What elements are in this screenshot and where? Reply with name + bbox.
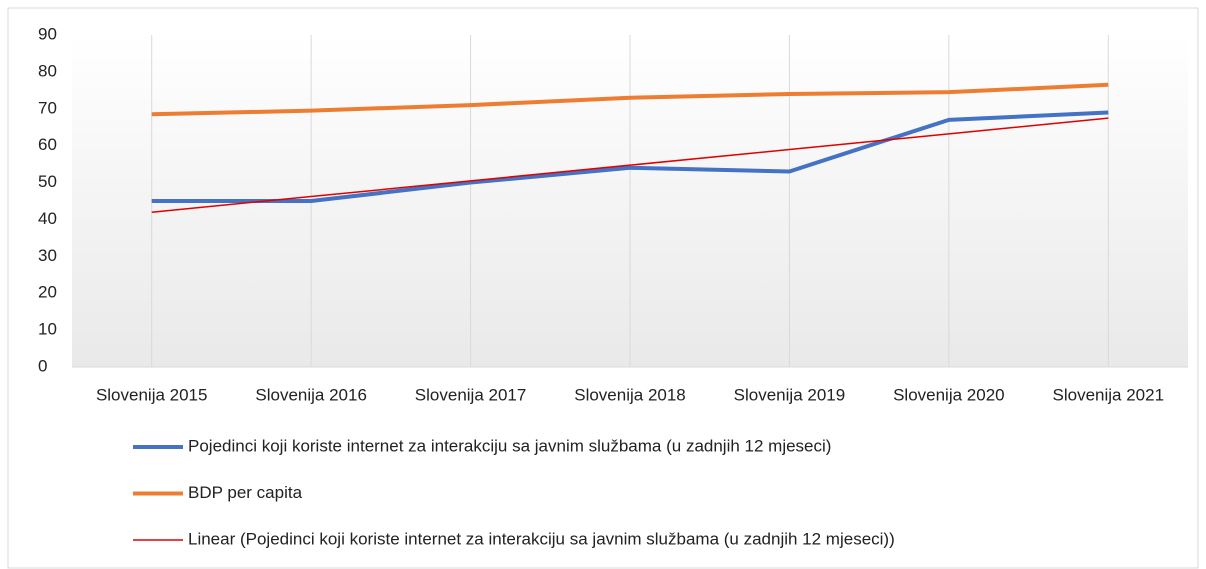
- y-tick-label: 20: [38, 283, 57, 302]
- y-tick-label: 0: [38, 356, 47, 375]
- x-tick-label: Slovenija 2016: [255, 385, 367, 404]
- legend-label: BDP per capita: [188, 483, 303, 502]
- y-tick-label: 90: [38, 24, 57, 43]
- legend-label: Pojedinci koji koriste internet za inter…: [188, 436, 831, 455]
- series-line: [151, 82, 1109, 117]
- x-tick-label: Slovenija 2020: [893, 385, 1005, 404]
- y-tick-label: 10: [38, 320, 57, 339]
- series-line: [151, 117, 1109, 213]
- chart-frame: [7, 7, 1199, 569]
- x-tick-label: Slovenija 2015: [96, 385, 208, 404]
- x-tick-label: Slovenija 2019: [734, 385, 846, 404]
- series-line: [151, 110, 1109, 203]
- y-tick-label: 30: [38, 246, 57, 265]
- y-tick-label: 80: [38, 61, 57, 80]
- y-tick-label: 50: [38, 172, 57, 191]
- x-tick-label: Slovenija 2018: [574, 385, 686, 404]
- legend-label: Linear (Pojedinci koji koriste internet …: [188, 529, 895, 548]
- x-tick-label: Slovenija 2017: [415, 385, 527, 404]
- x-tick-label: Slovenija 2021: [1053, 385, 1165, 404]
- y-tick-label: 70: [38, 98, 57, 117]
- y-tick-label: 60: [38, 135, 57, 154]
- y-tick-label: 40: [38, 209, 57, 228]
